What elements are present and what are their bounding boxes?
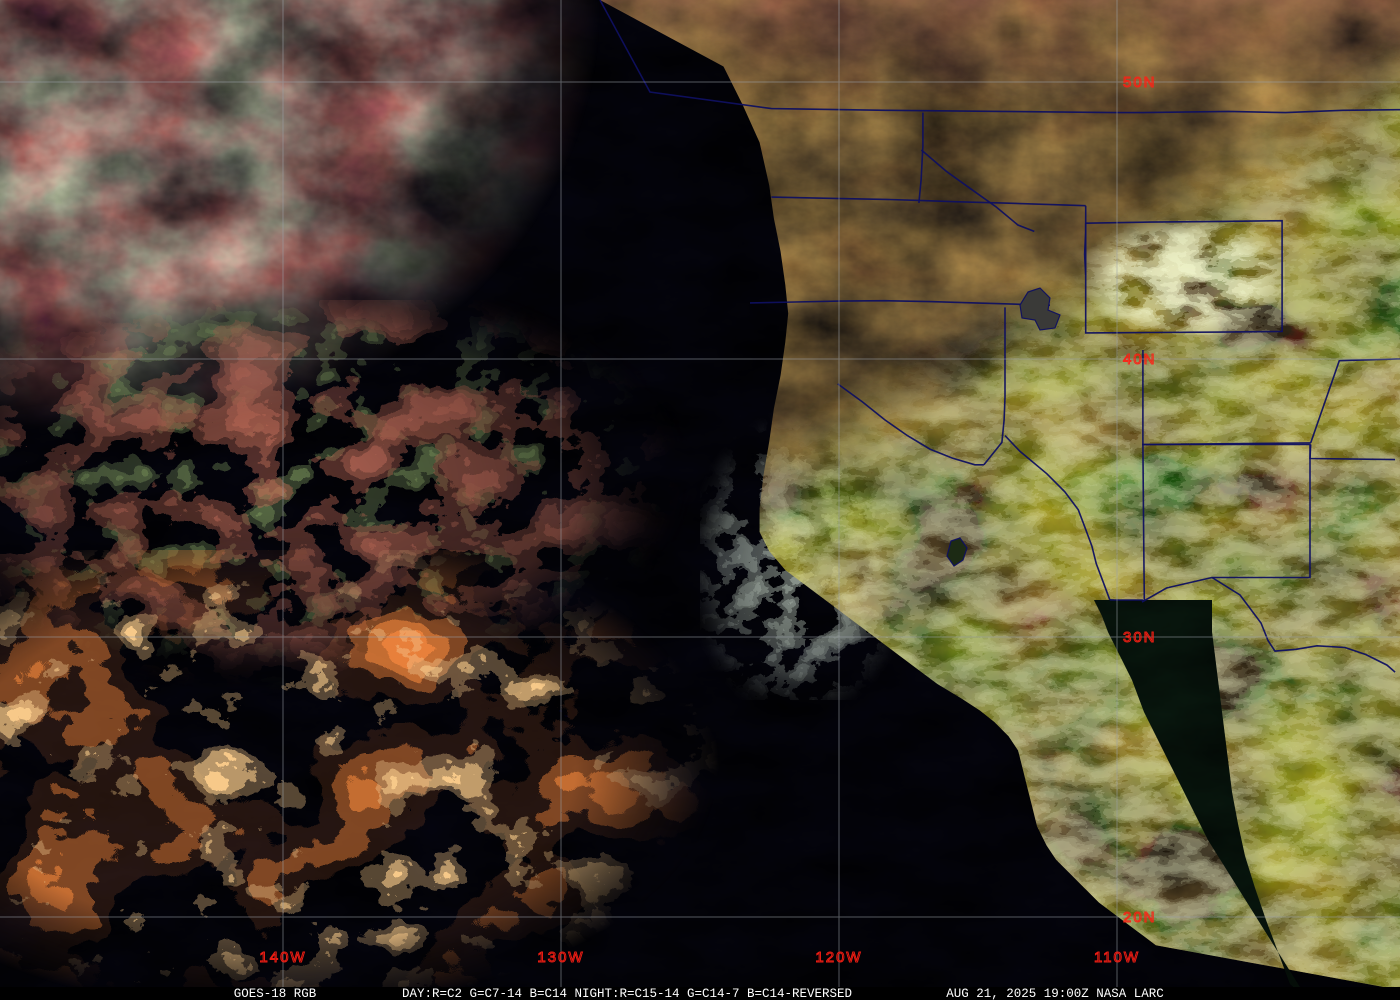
svg-text:30N: 30N bbox=[1123, 629, 1157, 646]
svg-text:130W: 130W bbox=[537, 949, 584, 966]
svg-text:DAY:R=C2 G=C7-14 B=C14 NIGHT:: DAY:R=C2 G=C7-14 B=C14 NIGHT:R=C15-14 G=… bbox=[402, 987, 852, 1000]
svg-text:120W: 120W bbox=[815, 949, 862, 966]
svg-text:50N: 50N bbox=[1123, 74, 1157, 91]
svg-text:110W: 110W bbox=[1094, 949, 1140, 966]
svg-text:AUG 21, 2025 19:00Z NASA LARC: AUG 21, 2025 19:00Z NASA LARC bbox=[946, 987, 1164, 1000]
svg-text:20N: 20N bbox=[1123, 909, 1157, 926]
svg-text:GOES-18 RGB: GOES-18 RGB bbox=[234, 987, 317, 1000]
svg-text:140W: 140W bbox=[259, 949, 306, 966]
svg-text:40N: 40N bbox=[1123, 351, 1157, 368]
